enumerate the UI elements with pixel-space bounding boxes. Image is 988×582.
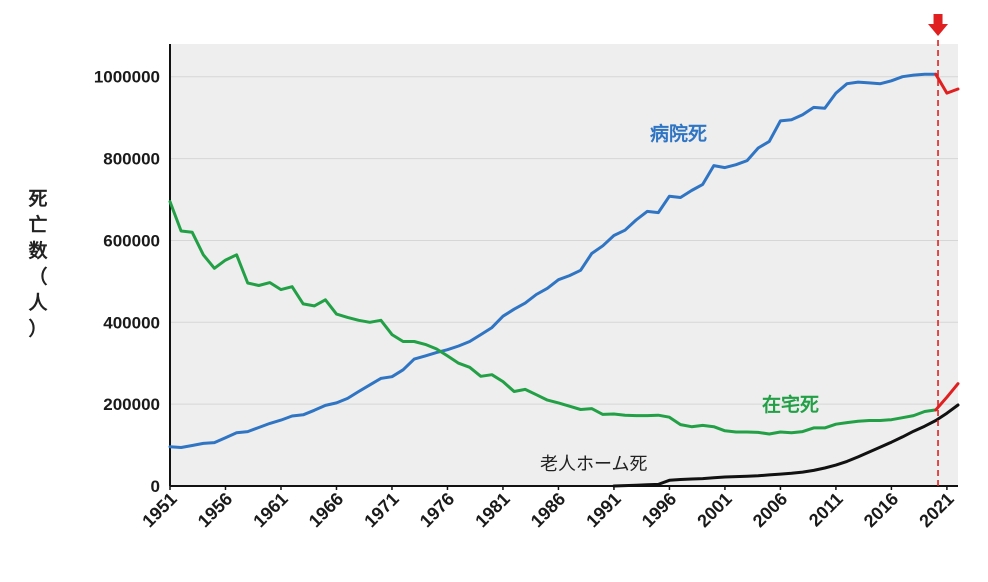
x-tick-label: 1956 — [194, 489, 236, 531]
x-tick-label: 1976 — [416, 489, 458, 531]
series-line-0 — [168, 72, 938, 449]
down-arrow-icon — [928, 14, 949, 36]
x-tick-label: 2001 — [693, 489, 735, 531]
x-tick-label: 1951 — [138, 489, 180, 531]
y-tick-label: 600000 — [103, 231, 160, 250]
series-lines — [168, 72, 960, 488]
x-tick-label: 2011 — [805, 489, 847, 531]
series-line-3 — [934, 72, 960, 95]
y-axis-label-char: 亡 — [28, 213, 47, 236]
x-axis-ticks: 1951 1956 1961 1966 1971 1976 1981 1986 1991 1996… — [138, 486, 958, 531]
x-tick-label: 2021 — [915, 489, 957, 531]
plot-background — [170, 44, 958, 486]
x-tick-label: 1986 — [527, 489, 569, 531]
x-tick-label: 1961 — [249, 489, 291, 531]
x-tick-label: 1991 — [582, 489, 624, 531]
gridlines — [170, 76, 958, 405]
y-axis-label-char: ） — [28, 317, 47, 340]
x-tick-label: 1971 — [360, 489, 402, 531]
y-tick-label: 1000000 — [94, 68, 160, 87]
y-tick-label: 0 — [151, 477, 160, 496]
series-line-1 — [168, 200, 938, 436]
x-tick-label: 1966 — [305, 489, 347, 531]
y-axis-label-char: 死 — [28, 188, 47, 210]
series-line-4 — [934, 382, 960, 412]
y-axis-ticks: 0 200000 400000 600000 800000 1000000 — [94, 68, 160, 496]
series-line-2 — [612, 403, 960, 488]
y-axis-label-char: 数 — [28, 239, 48, 262]
y-tick-label: 800000 — [103, 150, 160, 169]
y-tick-label: 200000 — [103, 395, 160, 414]
x-tick-label: 2006 — [749, 489, 791, 531]
series-label-nursing-home: 老人ホーム死 — [540, 454, 647, 475]
y-axis-label-char: 人 — [28, 292, 48, 314]
y-axis-label: 死亡数 （ 人 ） — [28, 188, 48, 340]
x-tick-label: 1996 — [638, 489, 680, 531]
x-tick-label: 2016 — [860, 489, 902, 531]
series-label-home: 在宅死 — [762, 393, 819, 416]
x-tick-label: 1981 — [471, 489, 513, 531]
y-axis-label-char: （ — [28, 265, 47, 288]
series-label-hospital: 病院死 — [650, 122, 707, 145]
y-tick-label: 400000 — [103, 313, 160, 332]
